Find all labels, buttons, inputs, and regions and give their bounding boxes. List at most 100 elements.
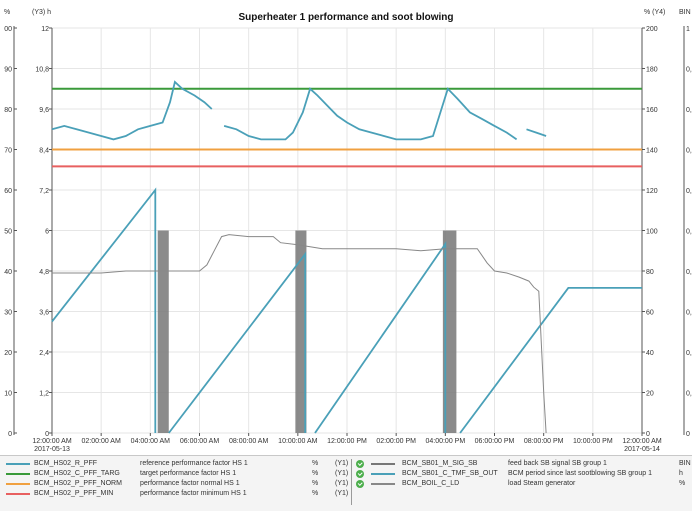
tick-label-x: 06:00:00 PM — [475, 438, 515, 445]
chart-title: Superheater 1 performance and soot blowi… — [238, 12, 453, 23]
tick-label-x: 06:00:00 AM — [180, 438, 219, 445]
trend-chart[interactable]: Superheater 1 performance and soot blowi… — [0, 0, 692, 455]
tick-label-y4: 120 — [646, 188, 658, 195]
legend-swatch — [371, 473, 395, 475]
legend-unit: % — [312, 480, 319, 487]
legend-tag: BCM_HS02_P_PFF_MIN — [34, 490, 114, 497]
tick-label-left-outer: 10 — [4, 391, 12, 398]
tick-label-y4: 160 — [646, 107, 658, 114]
legend-swatch — [371, 463, 395, 465]
legend-desc: BCM period since last sootblowing SB gro… — [508, 470, 652, 477]
tick-label-right-outer: 0,7 — [686, 148, 692, 155]
legend-divider — [351, 459, 352, 505]
tick-label-y3: 6 — [45, 229, 49, 236]
tick-label-left-outer: 40 — [4, 269, 12, 276]
date-label-end: 2017-05-14 — [624, 446, 660, 453]
axis-label-y3: (Y3) h — [32, 9, 51, 16]
tick-label-x: 12:00:00 AM — [32, 438, 71, 445]
tick-label-right-outer: 0,2 — [686, 350, 692, 357]
tick-label-right-outer: 0,3 — [686, 310, 692, 317]
tick-label-y4: 200 — [646, 26, 658, 33]
legend-desc: load Steam generator — [508, 480, 576, 487]
legend-desc: feed back SB signal SB group 1 — [508, 460, 607, 467]
legend-axis: (Y1) — [335, 480, 349, 487]
tick-label-left-outer: 70 — [4, 148, 12, 155]
check-icon[interactable] — [356, 480, 364, 488]
tick-label-y4: 20 — [646, 391, 654, 398]
tick-label-left-outer: 60 — [4, 188, 12, 195]
tick-label-y3: 12 — [41, 26, 49, 33]
tick-label-left-outer: 20 — [4, 350, 12, 357]
legend-tag: BCM_BOIL_C_LD — [402, 480, 460, 487]
legend-unit: % — [312, 470, 319, 477]
tick-label-y3: 9,6 — [39, 107, 49, 114]
legend-axis: (Y1) — [335, 470, 349, 477]
tick-label-left-outer: 90 — [4, 67, 12, 74]
tick-label-y3: 10,8 — [35, 67, 49, 74]
check-icon[interactable] — [356, 460, 364, 468]
legend-swatch — [371, 483, 395, 485]
axis-label-y4: % (Y4) — [644, 9, 665, 16]
tick-label-right-outer: 0,6 — [686, 188, 692, 195]
tick-label-right-outer: 0,1 — [686, 391, 692, 398]
sootblow-signal-band — [157, 230, 169, 433]
tick-label-y4: 80 — [646, 269, 654, 276]
legend-axis: (Y1) — [335, 490, 349, 497]
tick-label-right-outer: 0,4 — [686, 269, 692, 276]
tick-label-y4: 100 — [646, 229, 658, 236]
tick-label-y4: 180 — [646, 67, 658, 74]
tick-label-y3: 4,8 — [39, 269, 49, 276]
date-label-start: 2017-05-13 — [34, 446, 70, 453]
legend-unit: % — [312, 490, 319, 497]
legend-desc: reference performance factor HS 1 — [140, 460, 248, 467]
tick-label-x: 04:00:00 PM — [425, 438, 465, 445]
legend-unit: % — [679, 480, 686, 487]
tick-label-right-outer: 0,8 — [686, 107, 692, 114]
series-line-bcm_boil_c_ld — [52, 234, 547, 434]
axis-label-right-outer: BIN — [679, 9, 691, 16]
legend-swatch — [6, 493, 30, 495]
tick-label-left-outer: 50 — [4, 229, 12, 236]
series-line-bcm_sb01_c_tmf_sb_out — [314, 241, 447, 434]
tick-label-left-outer: 80 — [4, 107, 12, 114]
legend-unit: BIN — [679, 460, 691, 467]
tick-label-x: 10:00:00 PM — [573, 438, 613, 445]
tick-label-x: 10:00:00 AM — [278, 438, 317, 445]
tick-label-y3: 1,2 — [39, 391, 49, 398]
tick-label-y3: 0 — [45, 431, 49, 438]
tick-label-x: 02:00:00 AM — [82, 438, 121, 445]
tick-label-right-outer: 0,5 — [686, 229, 692, 236]
tick-label-x: 08:00:00 PM — [524, 438, 564, 445]
legend-swatch — [6, 483, 30, 485]
tick-label-y4: 60 — [646, 310, 654, 317]
tick-label-left-outer: 00 — [4, 26, 12, 33]
legend-desc: performance factor normal HS 1 — [140, 480, 240, 487]
tick-label-left-outer: 30 — [4, 310, 12, 317]
check-icon[interactable] — [356, 470, 364, 478]
tick-label-y4: 0 — [646, 431, 650, 438]
legend-unit: h — [679, 470, 683, 477]
series-line-bcm_hs02_r_pff — [51, 80, 213, 141]
legend-tag: BCM_HS02_R_PFF — [34, 460, 98, 467]
tick-label-y4: 140 — [646, 148, 658, 155]
tick-label-right-outer: 0,9 — [686, 67, 692, 74]
sootblow-signal-band — [442, 230, 457, 433]
tick-label-y3: 8,4 — [39, 148, 49, 155]
legend-tag: BCM_SB01_C_TMF_SB_OUT — [402, 470, 498, 477]
legend-desc: performance factor minimum HS 1 — [140, 490, 247, 497]
legend-swatch — [6, 463, 30, 465]
tick-label-y4: 40 — [646, 350, 654, 357]
series-line-bcm_sb01_c_tmf_sb_out — [168, 251, 307, 434]
legend-tag: BCM_HS02_C_PFF_TARG — [34, 470, 120, 477]
series-line-bcm_sb01_c_tmf_sb_out — [459, 286, 642, 434]
legend-tag: BCM_HS02_P_PFF_NORM — [34, 480, 122, 487]
tick-label-right-outer: 0 — [686, 431, 690, 438]
legend-desc: target performance factor HS 1 — [140, 470, 237, 477]
tick-label-y3: 7,2 — [39, 188, 49, 195]
tick-label-right-outer: 1 — [686, 26, 690, 33]
series-line-bcm_sb01_c_tmf_sb_out — [51, 187, 157, 433]
tick-label-x: 02:00:00 PM — [376, 438, 416, 445]
series-line-bcm_hs02_r_pff — [223, 87, 518, 141]
legend-swatch — [6, 473, 30, 475]
